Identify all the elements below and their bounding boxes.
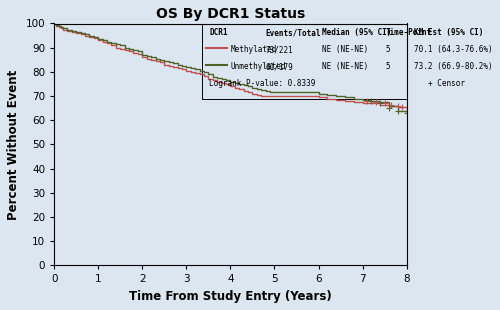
- Text: 73/221: 73/221: [266, 45, 293, 54]
- Unmethylated: [51, 22, 57, 25]
- Line: Methylated: Methylated: [54, 24, 406, 108]
- Text: DCR1: DCR1: [210, 28, 228, 37]
- Unmethylated: [214, 76, 220, 80]
- Text: 5: 5: [386, 62, 390, 71]
- Unmethylated: [113, 42, 119, 46]
- Methylated: [108, 43, 114, 47]
- Text: Time-Point: Time-Point: [386, 28, 432, 37]
- Text: NE (NE-NE): NE (NE-NE): [322, 45, 368, 54]
- Text: Median (95% CI): Median (95% CI): [322, 28, 392, 37]
- Text: NE (NE-NE): NE (NE-NE): [322, 62, 368, 71]
- Text: 73.2 (66.9-80.2%): 73.2 (66.9-80.2%): [414, 62, 492, 71]
- Methylated: [113, 46, 119, 50]
- Unmethylated: [108, 41, 114, 45]
- Text: + Censor: + Censor: [428, 79, 465, 88]
- Text: 70.1 (64.3-76.6%): 70.1 (64.3-76.6%): [414, 45, 492, 54]
- Methylated: [214, 80, 220, 83]
- Methylated: [386, 104, 392, 108]
- Unmethylated: [210, 75, 216, 79]
- Methylated: [51, 22, 57, 25]
- Methylated: [404, 106, 409, 110]
- Text: Events/Total: Events/Total: [266, 28, 321, 37]
- X-axis label: Time From Study Entry (Years): Time From Study Entry (Years): [129, 290, 332, 303]
- Text: 5: 5: [386, 45, 390, 54]
- Text: 61/179: 61/179: [266, 62, 293, 71]
- Text: Logrank P-value: 0.8339: Logrank P-value: 0.8339: [210, 79, 316, 88]
- Methylated: [342, 99, 348, 103]
- Line: Unmethylated: Unmethylated: [54, 24, 406, 113]
- Methylated: [210, 78, 216, 82]
- Y-axis label: Percent Without Event: Percent Without Event: [7, 69, 20, 219]
- Unmethylated: [342, 95, 348, 99]
- Text: KM Est (95% CI): KM Est (95% CI): [414, 28, 483, 37]
- Text: Unmethylated: Unmethylated: [230, 62, 286, 71]
- Unmethylated: [386, 104, 392, 108]
- Unmethylated: [404, 111, 409, 115]
- Title: OS By DCR1 Status: OS By DCR1 Status: [156, 7, 305, 21]
- Text: Methylated: Methylated: [230, 45, 276, 54]
